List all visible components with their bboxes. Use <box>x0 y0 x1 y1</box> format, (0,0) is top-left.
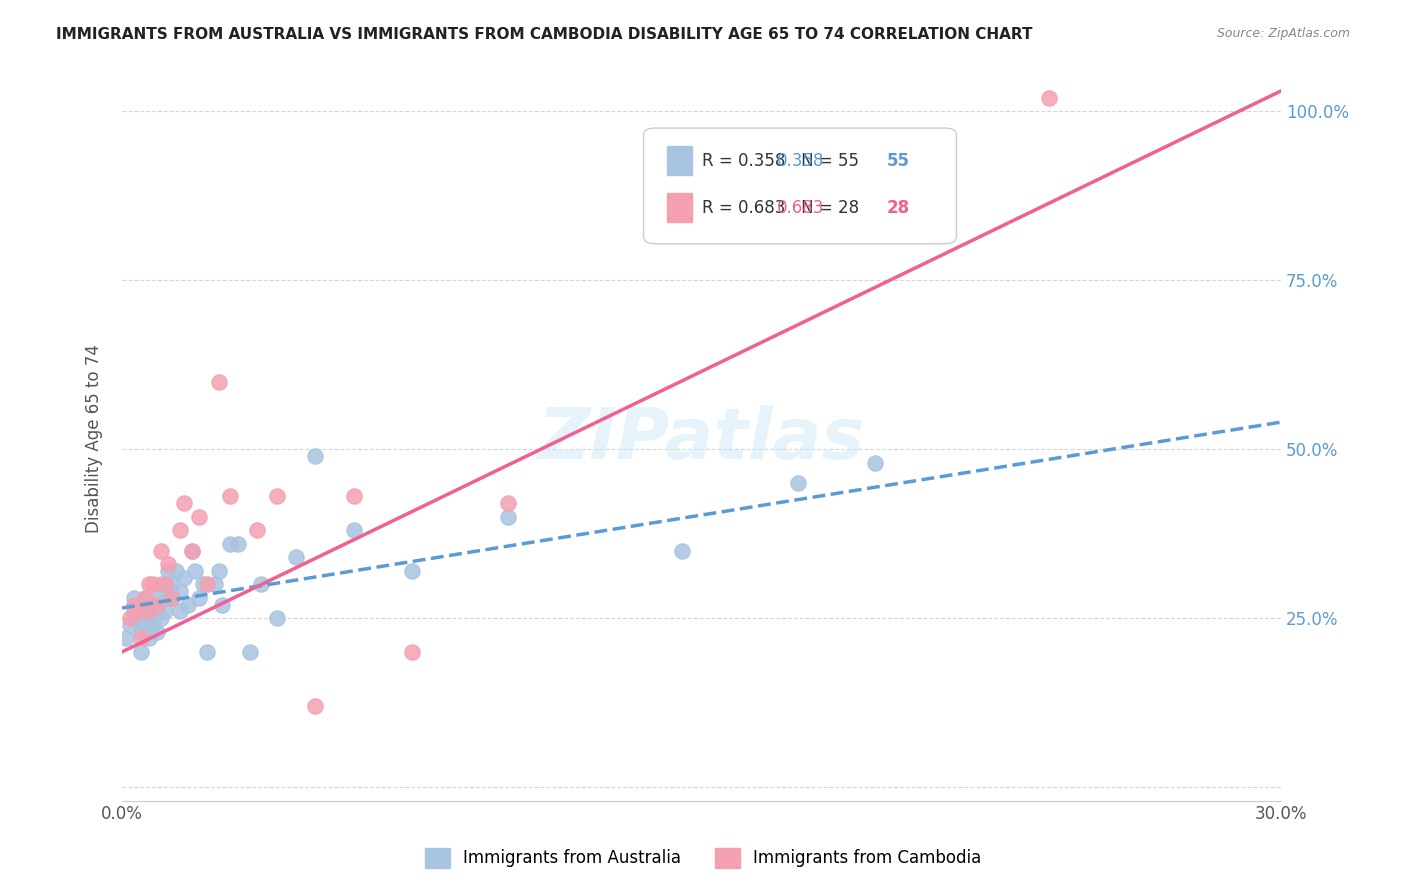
Point <box>153 604 176 618</box>
Point <box>498 509 520 524</box>
Point <box>173 496 195 510</box>
Text: 28: 28 <box>887 199 910 217</box>
Point <box>162 591 184 605</box>
Point <box>131 645 153 659</box>
Point <box>115 632 138 646</box>
Point <box>146 598 169 612</box>
Point <box>134 618 156 632</box>
Point <box>122 604 145 618</box>
Point <box>195 577 218 591</box>
Point <box>138 604 160 618</box>
Text: ZIPatlas: ZIPatlas <box>538 405 865 474</box>
Text: R = 0.683   N = 28: R = 0.683 N = 28 <box>702 199 859 217</box>
Point <box>195 645 218 659</box>
Point <box>169 584 191 599</box>
Point <box>153 577 176 591</box>
Point <box>157 564 180 578</box>
Point <box>142 598 165 612</box>
Point <box>246 523 269 537</box>
Point <box>304 449 326 463</box>
Point <box>401 564 423 578</box>
Point <box>127 611 149 625</box>
Point <box>865 456 887 470</box>
Point <box>131 632 153 646</box>
Point <box>193 577 215 591</box>
Point <box>188 509 211 524</box>
Point <box>173 571 195 585</box>
Text: Source: ZipAtlas.com: Source: ZipAtlas.com <box>1216 27 1350 40</box>
Point <box>1038 91 1060 105</box>
Y-axis label: Disability Age 65 to 74: Disability Age 65 to 74 <box>86 344 103 533</box>
Point <box>266 611 288 625</box>
Point <box>211 598 233 612</box>
Text: 55: 55 <box>887 152 910 169</box>
Point <box>188 591 211 605</box>
Point <box>238 645 260 659</box>
Point <box>401 645 423 659</box>
Point <box>498 496 520 510</box>
Point <box>157 557 180 571</box>
Point <box>146 624 169 639</box>
Point <box>138 598 160 612</box>
Point <box>157 591 180 605</box>
Point <box>134 591 156 605</box>
Point <box>149 577 172 591</box>
Point <box>149 543 172 558</box>
Point <box>142 611 165 625</box>
Point <box>787 475 810 490</box>
Point <box>127 604 149 618</box>
Point <box>118 618 141 632</box>
Point <box>134 591 156 605</box>
Point <box>207 375 229 389</box>
Point <box>153 577 176 591</box>
Point <box>184 564 207 578</box>
Point <box>162 577 184 591</box>
Text: 0.683: 0.683 <box>778 199 824 217</box>
Point <box>219 537 242 551</box>
Point <box>146 604 169 618</box>
Point <box>207 564 229 578</box>
Point <box>284 550 307 565</box>
Point <box>169 523 191 537</box>
Point <box>131 611 153 625</box>
Point <box>134 604 156 618</box>
Point <box>118 611 141 625</box>
Point <box>787 226 810 240</box>
Point <box>671 543 693 558</box>
Point <box>142 618 165 632</box>
Point <box>131 624 153 639</box>
Point <box>138 632 160 646</box>
Point <box>177 598 200 612</box>
FancyBboxPatch shape <box>666 146 692 175</box>
Point <box>165 564 187 578</box>
Legend: Immigrants from Australia, Immigrants from Cambodia: Immigrants from Australia, Immigrants fr… <box>418 841 988 875</box>
Point <box>304 698 326 713</box>
Point <box>219 490 242 504</box>
Point <box>138 577 160 591</box>
Text: 0.358: 0.358 <box>778 152 824 169</box>
Point <box>122 591 145 605</box>
Point <box>138 611 160 625</box>
Text: IMMIGRANTS FROM AUSTRALIA VS IMMIGRANTS FROM CAMBODIA DISABILITY AGE 65 TO 74 CO: IMMIGRANTS FROM AUSTRALIA VS IMMIGRANTS … <box>56 27 1033 42</box>
Point <box>146 591 169 605</box>
Point <box>149 611 172 625</box>
Point <box>127 598 149 612</box>
Point <box>250 577 273 591</box>
Point <box>169 604 191 618</box>
Point <box>122 598 145 612</box>
Point <box>343 523 366 537</box>
FancyBboxPatch shape <box>666 194 692 222</box>
FancyBboxPatch shape <box>644 128 956 244</box>
Point <box>226 537 249 551</box>
Point <box>266 490 288 504</box>
Point <box>343 490 366 504</box>
Point <box>162 591 184 605</box>
Point <box>204 577 226 591</box>
Point <box>180 543 202 558</box>
Point <box>180 543 202 558</box>
Text: R = 0.358   N = 55: R = 0.358 N = 55 <box>702 152 859 169</box>
Point <box>142 577 165 591</box>
